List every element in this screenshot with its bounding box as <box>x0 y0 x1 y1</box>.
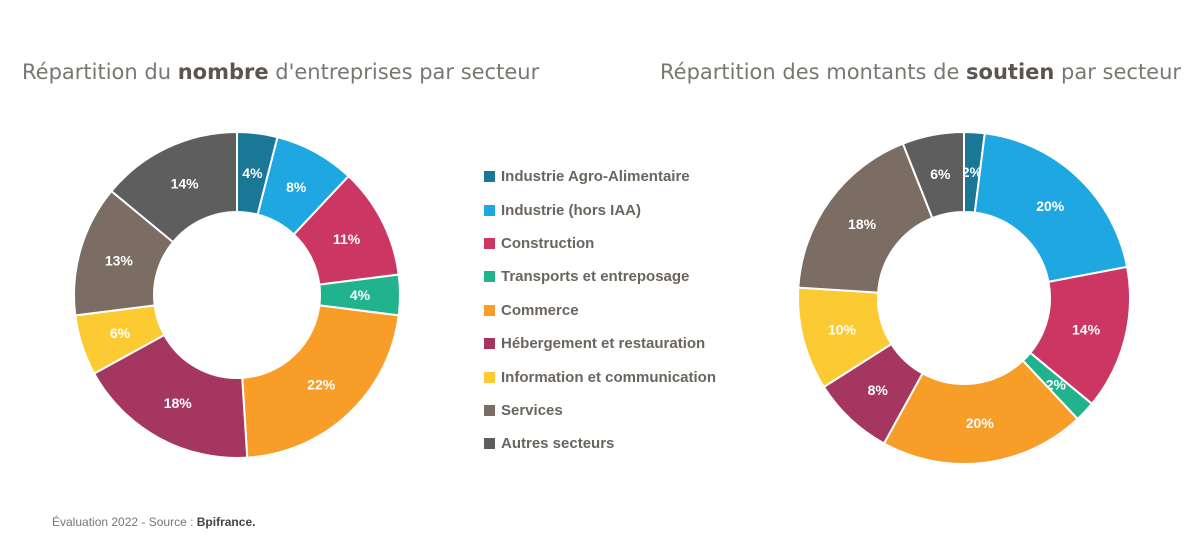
legend-label: Commerce <box>501 301 579 319</box>
legend-item-construction: Construction <box>484 227 716 260</box>
legend-label: Transports et entreposage <box>501 268 690 286</box>
slice-label-services: 18% <box>848 216 877 232</box>
slice-label-services: 13% <box>105 253 134 269</box>
slice-services <box>797 142 934 294</box>
legend-item-commerce: Commerce <box>484 294 716 327</box>
slice-hebergement-et-restauration <box>92 333 249 459</box>
legend-swatch <box>484 338 495 350</box>
title-prefix: Répartition du <box>22 60 178 84</box>
slice-label-information-et-communication: 6% <box>110 325 131 341</box>
title-suffix: d'entreprises par secteur <box>268 60 540 84</box>
slice-label-industrie-hors-iaa: 20% <box>1036 198 1065 214</box>
slice-label-construction: 11% <box>333 231 361 247</box>
legend-swatch <box>484 304 495 316</box>
legend-swatch <box>484 438 495 450</box>
legend-item-services: Services <box>484 394 716 427</box>
legend-swatch <box>484 204 495 216</box>
chart-title-right: Répartition des montants de soutien par … <box>660 60 1181 84</box>
slice-label-industrie-agro-alimentaire: 2% <box>962 164 983 180</box>
legend-item-transports-et-entreposage: Transports et entreposage <box>484 260 716 293</box>
footer-text: Évaluation 2022 - Source : <box>52 515 197 529</box>
chart-title-left: Répartition du nombre d'entreprises par … <box>22 60 539 84</box>
slice-label-industrie-agro-alimentaire: 4% <box>242 165 263 181</box>
title-suffix: par secteur <box>1054 60 1182 84</box>
legend-item-autres-secteurs: Autres secteurs <box>484 427 716 460</box>
slice-label-construction: 14% <box>1072 321 1101 337</box>
slice-commerce <box>882 359 1080 465</box>
legend: Industrie Agro-Alimentaire Industrie (hor… <box>484 160 716 461</box>
donut-chart-enterprises: 4% 8% 11% 4% 22% 18% 6% 13% 14% <box>73 130 401 459</box>
slice-label-autres-secteurs: 14% <box>171 176 200 192</box>
legend-swatch <box>484 404 495 416</box>
legend-item-information-et-communication: Information et communication <box>484 360 716 393</box>
slice-label-industrie-hors-iaa: 8% <box>286 179 307 195</box>
slice-label-hebergement-et-restauration: 8% <box>868 382 889 398</box>
legend-item-hebergement-et-restauration: Hébergement et restauration <box>484 327 716 360</box>
legend-label: Information et communication <box>501 368 717 386</box>
legend-label: Autres secteurs <box>501 435 615 453</box>
title-emphasis: nombre <box>177 60 269 84</box>
legend-label: Services <box>501 401 563 419</box>
slice-label-commerce: 22% <box>307 377 336 393</box>
slice-label-hebergement-et-restauration: 18% <box>164 395 193 411</box>
slice-label-information-et-communication: 10% <box>828 321 857 337</box>
title-emphasis: soutien <box>966 60 1055 84</box>
title-prefix: Répartition des montants de <box>660 60 967 84</box>
slice-autres-secteurs <box>901 130 965 220</box>
legend-label: Industrie Agro-Alimentaire <box>501 168 690 186</box>
slice-commerce <box>241 304 400 459</box>
source-footer: Évaluation 2022 - Source : Bpifrance. <box>52 515 255 529</box>
legend-item-industrie-hors-iaa: Industrie (hors IAA) <box>484 193 716 226</box>
legend-label: Industrie (hors IAA) <box>501 201 642 219</box>
footer-source: Bpifrance. <box>196 515 256 529</box>
slice-autres-secteurs <box>109 130 238 244</box>
slice-label-transports-et-entreposage: 4% <box>350 287 371 303</box>
legend-swatch <box>484 171 495 183</box>
legend-swatch <box>484 371 495 383</box>
slice-label-autres-secteurs: 6% <box>930 166 951 182</box>
donut-chart-support: 2% 20% 14% 2% 20% 8% 10% 18% 6% <box>797 130 1131 465</box>
legend-label: Hébergement et restauration <box>501 335 706 353</box>
legend-swatch <box>484 271 495 283</box>
legend-item-industrie-agro-alimentaire: Industrie Agro-Alimentaire <box>484 160 716 193</box>
legend-swatch <box>484 237 495 249</box>
slice-industrie-hors-iaa <box>973 132 1129 284</box>
slice-label-transports-et-entreposage: 2% <box>1046 376 1067 392</box>
slice-label-commerce: 20% <box>966 415 995 431</box>
legend-label: Construction <box>501 234 595 252</box>
